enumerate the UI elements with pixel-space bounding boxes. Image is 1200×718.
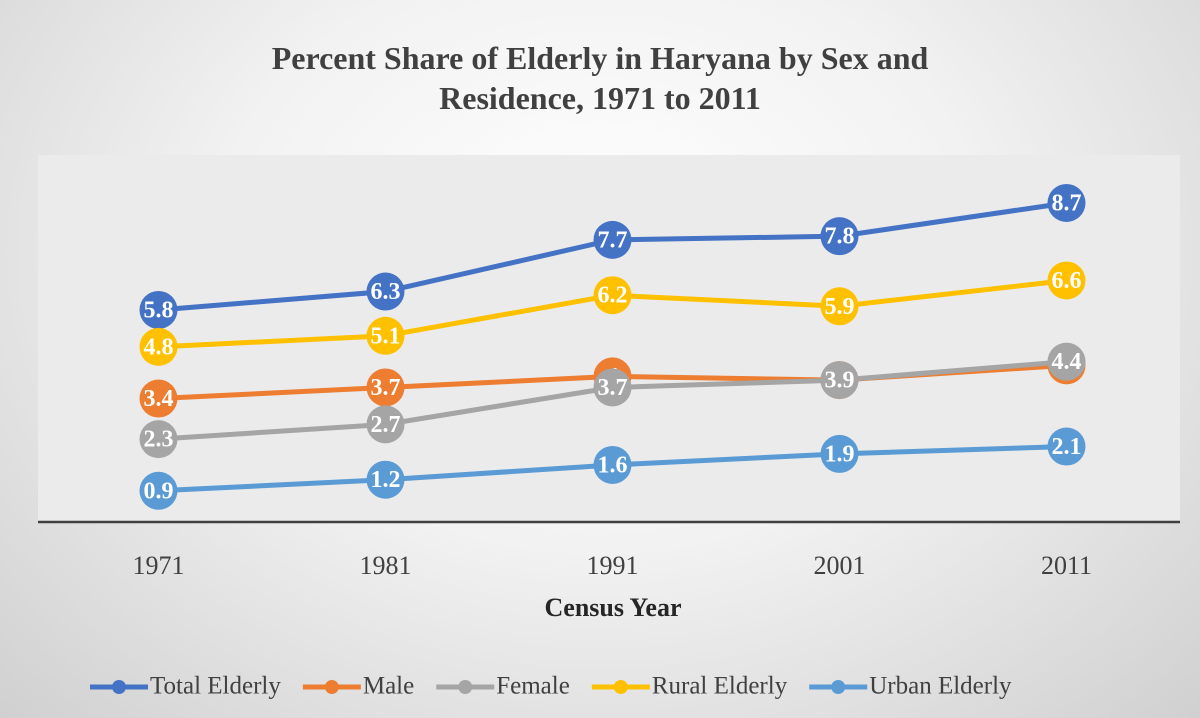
marker bbox=[1047, 342, 1086, 381]
marker bbox=[366, 316, 405, 355]
legend-marker bbox=[831, 680, 846, 694]
data-label: 3.7 bbox=[371, 375, 401, 401]
marker bbox=[366, 460, 405, 499]
legend-label: Rural Elderly bbox=[652, 673, 788, 700]
marker bbox=[366, 405, 405, 444]
data-label: 6.2 bbox=[598, 283, 628, 309]
x-tick-label: 1971 bbox=[133, 551, 185, 580]
data-label: 3.4 bbox=[144, 386, 174, 412]
data-label: 5.8 bbox=[144, 297, 174, 323]
data-label: 3.7 bbox=[598, 375, 628, 401]
marker bbox=[820, 287, 859, 326]
marker bbox=[1047, 261, 1086, 300]
data-label: 3.9 bbox=[825, 368, 855, 394]
data-label: 7.8 bbox=[825, 224, 855, 250]
x-tick-label: 1991 bbox=[587, 551, 639, 580]
data-label: 1.9 bbox=[825, 441, 855, 467]
x-axis-title: Census Year bbox=[545, 593, 682, 622]
marker bbox=[593, 276, 632, 315]
marker bbox=[820, 217, 859, 256]
legend-label: Urban Elderly bbox=[869, 673, 1012, 700]
marker bbox=[1047, 183, 1086, 222]
legend-label: Male bbox=[363, 673, 414, 700]
legend-marker bbox=[613, 680, 628, 694]
marker bbox=[1047, 427, 1086, 466]
marker bbox=[820, 361, 859, 400]
x-tick-label: 1981 bbox=[360, 551, 412, 580]
marker bbox=[139, 471, 178, 510]
legend-marker bbox=[112, 680, 126, 694]
marker bbox=[139, 327, 178, 366]
data-label: 1.2 bbox=[371, 467, 401, 493]
x-tick-label: 2001 bbox=[814, 551, 866, 580]
data-label: 6.6 bbox=[1052, 268, 1082, 294]
data-label: 6.3 bbox=[371, 279, 401, 305]
data-label: 2.7 bbox=[371, 412, 401, 438]
data-label: 5.9 bbox=[825, 294, 855, 320]
marker bbox=[366, 272, 405, 311]
marker bbox=[139, 379, 178, 418]
marker bbox=[366, 368, 405, 407]
legend-marker bbox=[458, 680, 473, 694]
marker bbox=[139, 290, 178, 329]
x-tick-label: 2011 bbox=[1041, 551, 1092, 580]
data-label: 1.6 bbox=[598, 452, 628, 478]
data-label: 7.7 bbox=[598, 227, 628, 253]
data-label: 2.3 bbox=[144, 427, 174, 453]
legend-label: Female bbox=[496, 673, 570, 700]
data-label: 4.8 bbox=[144, 334, 174, 360]
marker bbox=[593, 445, 632, 484]
data-label: 0.9 bbox=[144, 478, 174, 504]
marker bbox=[139, 420, 178, 459]
marker bbox=[593, 368, 632, 407]
marker bbox=[820, 434, 859, 473]
data-label: 8.7 bbox=[1052, 190, 1082, 216]
data-label: 5.1 bbox=[371, 323, 401, 349]
marker bbox=[593, 220, 632, 259]
data-label: 2.1 bbox=[1052, 434, 1082, 460]
legend-label: Total Elderly bbox=[150, 673, 281, 700]
chart-title: Percent Share of Elderly in Haryana by S… bbox=[271, 40, 929, 116]
legend-marker bbox=[324, 680, 339, 694]
data-label: 4.4 bbox=[1052, 349, 1082, 375]
